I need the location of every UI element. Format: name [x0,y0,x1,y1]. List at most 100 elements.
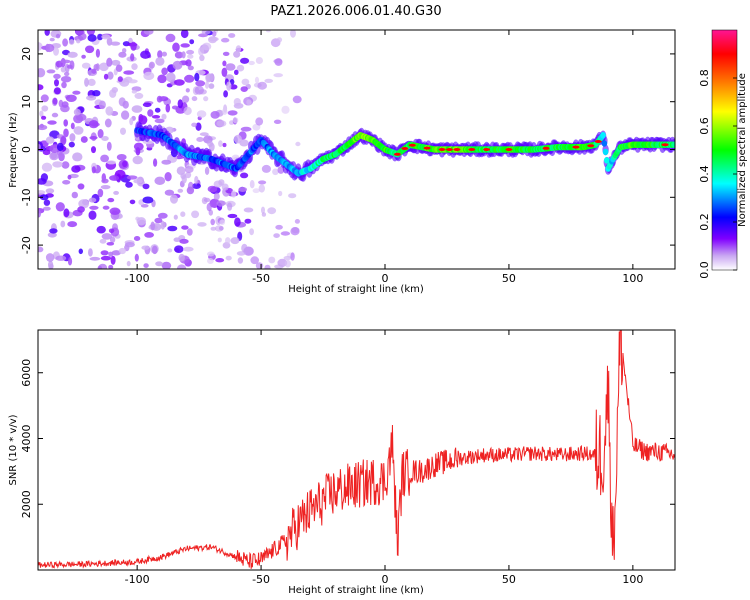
ridge-peak [542,146,550,150]
noise-blob [222,60,227,67]
snr-series-line [38,330,675,569]
noise-blob [151,115,161,119]
noise-blob [56,142,64,152]
noise-blob [61,81,67,89]
noise-blob [129,117,134,126]
noise-blob [131,90,137,94]
noise-blob [122,48,127,53]
noise-blob [41,105,49,112]
noise-blob [67,51,78,58]
noise-blob [75,30,85,35]
noise-blob [233,50,241,58]
noise-blob [164,172,172,182]
x-tick-label: 100 [622,272,643,285]
noise-blob [140,204,149,208]
noise-blob [123,70,135,75]
noise-blob [236,64,245,72]
ridge-peak [445,148,453,151]
noise-blob [47,232,57,238]
noise-blob [53,73,61,79]
noise-blob [237,257,244,264]
ridge-peak [453,148,461,151]
noise-blob [113,190,119,195]
noise-blob [142,196,154,204]
noise-blob [140,50,151,59]
noise-blob [161,261,172,269]
noise-blob [60,220,66,228]
noise-blob [230,237,240,245]
noise-blob [55,33,61,39]
colorbar-tick-label: 0.8 [698,69,711,87]
noise-blob [122,100,129,109]
noise-blob [210,218,215,226]
noise-blob [142,102,152,108]
noise-blob [273,119,282,125]
noise-blob [41,115,47,120]
noise-blob [54,79,59,87]
noise-blob [75,113,87,121]
noise-blob [194,72,200,82]
noise-blob [248,60,255,66]
noise-blob [261,212,267,217]
noise-blob [72,90,81,95]
noise-blob [226,81,232,91]
noise-blob [47,120,57,125]
noise-blob [257,81,268,90]
noise-blob [187,181,194,191]
noise-blob [233,98,241,106]
noise-blob [134,92,144,99]
snr-panel: -100 -50 0 50 100 2000 4000 6000 Height of str… [8,329,676,596]
noise-blob [171,105,179,110]
noise-blob [187,65,194,71]
noise-blob [45,136,55,144]
noise-blob [180,30,189,39]
y-tick-label: 10 [20,95,33,109]
noise-blob [101,34,111,40]
noise-blob [235,45,242,53]
noise-blob [185,171,192,179]
noise-blob [88,120,99,129]
noise-blob [197,222,207,227]
noise-blob [167,248,173,253]
noise-blob [180,43,190,48]
noise-blob [173,237,181,242]
noise-blob [103,73,109,80]
noise-blob [89,256,101,261]
noise-blob [194,175,199,185]
noise-blob [222,108,228,115]
noise-blob [107,197,115,203]
noise-blob [243,207,254,213]
noise-blob [95,48,100,58]
noise-blob [177,188,184,193]
ridge-peak [401,147,409,150]
noise-blob [234,69,239,76]
x-tick-label: 50 [502,272,516,285]
noise-blob [249,180,255,189]
x-tick-label: 0 [382,573,389,586]
noise-blob [206,203,212,212]
noise-blob [106,141,112,151]
noise-blob [154,118,165,124]
noise-blob [240,172,249,179]
ridge-cell [600,132,606,139]
noise-blob [199,132,209,137]
noise-blob [38,124,48,131]
noise-blob [45,43,50,53]
noise-blob [109,175,120,181]
noise-blob [227,110,238,116]
noise-blob [210,226,217,231]
noise-blob [291,227,300,234]
noise-blob [211,31,217,37]
noise-blob [60,59,71,64]
noise-blob [234,217,241,227]
noise-blob [52,97,58,105]
noise-blob [185,59,192,67]
noise-blob [66,64,73,69]
noise-blob [55,202,65,212]
noise-blob [228,33,236,38]
noise-blob [89,205,99,210]
noise-blob [183,246,194,252]
noise-blob [81,54,86,59]
noise-blob [77,206,85,213]
